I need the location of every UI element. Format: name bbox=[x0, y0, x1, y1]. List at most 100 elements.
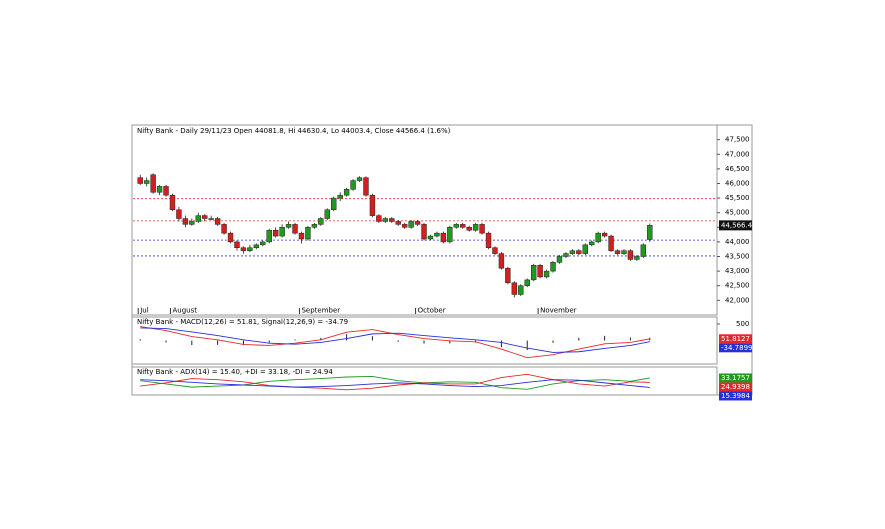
candle-body bbox=[227, 232, 234, 243]
candle-body bbox=[434, 232, 440, 237]
candle-body bbox=[285, 224, 292, 228]
indicator-line bbox=[140, 379, 650, 388]
candle-body bbox=[189, 221, 195, 225]
candle-body bbox=[479, 224, 485, 234]
candle-body bbox=[524, 279, 530, 286]
indicator-line bbox=[140, 326, 650, 359]
y-tick-label: 47,500 bbox=[725, 136, 750, 144]
candle-body bbox=[253, 244, 260, 248]
candle-body bbox=[318, 218, 324, 225]
candle-body bbox=[414, 221, 421, 225]
candle-body bbox=[537, 265, 543, 278]
indicator-line bbox=[140, 373, 650, 391]
end-label: 15.3984 bbox=[721, 392, 750, 400]
x-tick-label: September bbox=[301, 307, 340, 315]
end-label: 51.8127 bbox=[721, 335, 750, 343]
end-label: 33.1757 bbox=[721, 374, 750, 382]
candle-body bbox=[518, 285, 524, 295]
candle-body bbox=[234, 241, 240, 248]
candle-body bbox=[305, 227, 311, 240]
candle-body bbox=[350, 180, 356, 190]
candle-body bbox=[195, 215, 201, 222]
x-tick-label: October bbox=[418, 307, 446, 315]
y-tick-label: 46,500 bbox=[725, 165, 750, 173]
candle-body bbox=[576, 250, 582, 254]
candle-body bbox=[401, 224, 408, 228]
candle-body bbox=[505, 267, 511, 284]
candle-body bbox=[137, 177, 143, 184]
candle-body bbox=[543, 270, 550, 278]
candle-body bbox=[311, 224, 318, 228]
candle-body bbox=[640, 244, 647, 257]
candle-body bbox=[472, 224, 479, 231]
indicator-line bbox=[140, 376, 650, 390]
candle-body bbox=[466, 227, 472, 231]
candle-body bbox=[395, 221, 401, 225]
candle-body bbox=[427, 235, 434, 240]
candle-body bbox=[582, 244, 588, 254]
candle-body bbox=[634, 256, 640, 260]
candle-body bbox=[492, 247, 498, 254]
y-tick-label: 42,500 bbox=[725, 282, 750, 290]
price-panel bbox=[131, 124, 718, 316]
candle-body bbox=[260, 241, 266, 246]
candle-body bbox=[376, 215, 382, 222]
y-tick-label: 47,000 bbox=[725, 150, 750, 158]
candle-body bbox=[621, 250, 627, 254]
candle-body bbox=[143, 180, 150, 184]
price-title: Nifty Bank - Daily 29/11/23 Open 44081.8… bbox=[137, 127, 451, 135]
y-tick-label: 500 bbox=[736, 320, 749, 328]
y-tick-label: 44,000 bbox=[725, 238, 750, 246]
candle-body bbox=[614, 250, 621, 254]
candle-body bbox=[337, 194, 343, 199]
candle-body bbox=[150, 174, 156, 193]
candle-body bbox=[298, 232, 305, 240]
end-label-box bbox=[719, 382, 752, 392]
candle-body bbox=[202, 215, 208, 219]
y-tick-label: 45,500 bbox=[725, 194, 750, 202]
candle-body bbox=[408, 221, 414, 228]
candle-body bbox=[279, 227, 285, 237]
candle-body bbox=[608, 235, 614, 251]
candle-body bbox=[363, 177, 369, 196]
candle-body bbox=[163, 186, 169, 196]
candle-body bbox=[156, 186, 163, 193]
y-tick-label: 46,000 bbox=[725, 179, 750, 187]
end-label-box bbox=[719, 391, 752, 401]
candle-body bbox=[240, 247, 247, 251]
candle-body bbox=[647, 225, 653, 240]
candle-body bbox=[356, 177, 363, 181]
candle-body bbox=[595, 232, 601, 243]
candle-body bbox=[589, 241, 595, 246]
candle-body bbox=[563, 253, 569, 257]
candle-body bbox=[530, 265, 537, 281]
y-tick-label: 43,500 bbox=[725, 253, 750, 261]
candle-body bbox=[331, 197, 337, 211]
candle-body bbox=[498, 253, 505, 269]
candle-body bbox=[272, 229, 279, 237]
candle-body bbox=[550, 262, 556, 272]
candle-body bbox=[389, 218, 395, 222]
last-price-label: 44,566.4 bbox=[721, 221, 753, 229]
candle-body bbox=[169, 194, 176, 211]
candle-body bbox=[343, 189, 350, 196]
candle-body bbox=[208, 218, 214, 220]
candle-body bbox=[182, 218, 189, 225]
candle-body bbox=[569, 250, 576, 254]
candle-body bbox=[266, 229, 272, 243]
candle-body bbox=[176, 209, 182, 219]
end-label: -34.7899 bbox=[721, 344, 752, 352]
x-tick-label: Jul bbox=[139, 307, 149, 315]
candle-body bbox=[382, 218, 389, 222]
candle-body bbox=[421, 224, 427, 240]
adx-title: Nifty Bank - ADX(14) = 15.40, +DI = 33.1… bbox=[137, 368, 333, 376]
end-label-box bbox=[719, 334, 752, 344]
end-label: 24.9398 bbox=[721, 383, 750, 391]
indicator-line bbox=[140, 327, 650, 353]
last-price-box bbox=[719, 220, 752, 231]
candle-body bbox=[627, 250, 634, 260]
y-tick-label: 43,000 bbox=[725, 267, 750, 275]
end-label-box bbox=[719, 343, 752, 353]
candle-body bbox=[221, 224, 227, 234]
